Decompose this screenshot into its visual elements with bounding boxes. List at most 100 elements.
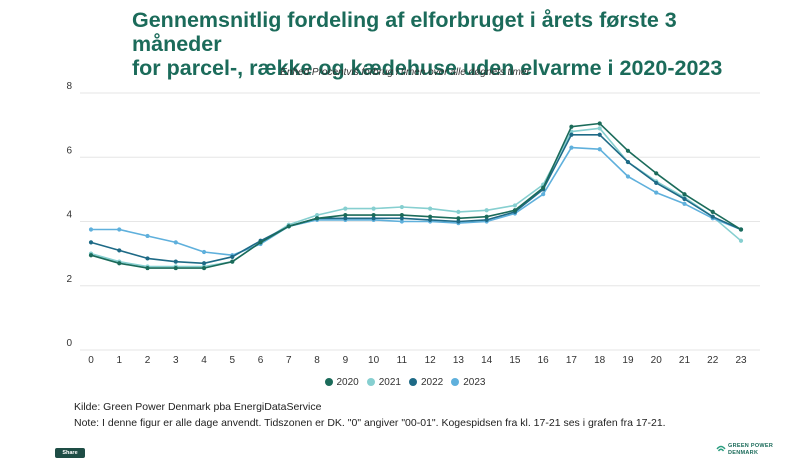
y-tick-label: 0	[66, 338, 72, 349]
data-point-2023	[117, 227, 122, 232]
data-point-2020	[173, 265, 178, 271]
series-line-2023	[91, 146, 742, 256]
data-point-2022	[710, 214, 715, 219]
data-point-2022	[484, 217, 489, 222]
legend-item-2022[interactable]: 2022	[409, 377, 443, 388]
data-point-2022	[173, 259, 178, 264]
source-text: Kilde: Green Power Denmark pba EnergiDat…	[74, 401, 322, 413]
data-point-2020	[343, 212, 348, 218]
data-point-2020	[258, 240, 263, 245]
data-point-2021	[314, 212, 320, 218]
data-point-2022	[201, 261, 207, 266]
data-point-2023	[625, 174, 631, 179]
legend-marker-icon	[409, 378, 417, 386]
series-line-2022	[90, 134, 742, 265]
x-tick-label: 5	[230, 355, 236, 366]
x-tick-label: 20	[651, 355, 663, 366]
chart-subtitle: Enhed:Procentvis forbrug i timen over al…	[280, 67, 530, 78]
x-tick-label: 19	[622, 355, 634, 366]
data-point-2022	[230, 254, 235, 259]
legend-marker-icon	[324, 378, 333, 386]
data-point-2022	[88, 240, 94, 245]
data-point-2022	[569, 132, 574, 137]
legend-label: 2021	[378, 377, 401, 388]
data-point-2023	[654, 190, 659, 195]
data-point-2023	[201, 249, 207, 255]
legend-item-2021[interactable]: 2021	[366, 377, 401, 388]
x-tick-label: 6	[258, 355, 264, 366]
data-point-2020	[201, 265, 207, 271]
data-point-2020	[145, 265, 150, 271]
share-button[interactable]: Share	[55, 448, 85, 458]
legend-marker-icon	[451, 378, 460, 386]
data-point-2021	[484, 208, 489, 213]
x-tick-label: 12	[425, 355, 437, 366]
data-point-2021	[428, 206, 433, 211]
data-point-2021	[399, 204, 404, 210]
data-point-2020	[230, 259, 235, 264]
data-point-2021	[738, 238, 744, 243]
legend-marker-icon	[366, 378, 375, 386]
x-tick-label: 3	[173, 355, 179, 366]
brand-line-2: DENMARK	[728, 450, 759, 456]
chart-title: Gennemsnitlig fordeling af elforbruget i…	[132, 8, 772, 80]
legend-item-2020[interactable]: 2020	[324, 377, 359, 388]
brand-mark-icon	[716, 445, 726, 452]
y-tick-label: 2	[66, 274, 72, 285]
data-point-2021	[597, 126, 602, 131]
chart-legend: 2020 2021 2022 2023	[0, 377, 800, 388]
data-point-2022	[428, 217, 433, 222]
data-point-2021	[343, 206, 348, 211]
data-point-2020	[541, 185, 546, 190]
data-point-2022	[456, 219, 461, 224]
data-point-2022	[399, 216, 404, 221]
brand-line-1: GREEN POWER	[728, 443, 774, 449]
data-point-2023	[541, 192, 546, 197]
y-tick-label: 6	[66, 145, 72, 156]
data-point-2020	[512, 208, 518, 213]
x-tick-label: 0	[88, 355, 94, 366]
data-point-2022	[625, 159, 631, 165]
series-line-2020	[90, 122, 742, 269]
data-point-2020	[625, 148, 631, 153]
series-line-2021	[90, 127, 742, 268]
x-tick-label: 8	[314, 355, 320, 366]
data-point-2023	[145, 233, 150, 239]
data-point-2020	[286, 224, 291, 229]
data-point-2022	[343, 216, 348, 221]
data-point-2020	[88, 253, 94, 258]
note-text: Note: I denne figur er alle dage anvendt…	[74, 417, 666, 429]
data-point-2020	[654, 171, 659, 176]
x-tick-label: 13	[453, 355, 465, 366]
data-point-2020	[484, 214, 489, 219]
x-tick-label: 16	[538, 355, 550, 366]
data-point-2021	[512, 203, 518, 208]
data-point-2023	[569, 145, 574, 150]
y-tick-label: 4	[66, 210, 72, 221]
data-point-2020	[456, 216, 461, 221]
x-tick-label: 18	[594, 355, 606, 366]
data-point-2023	[399, 219, 404, 224]
legend-label: 2023	[463, 377, 486, 388]
x-tick-label: 22	[707, 355, 719, 366]
data-point-2022	[145, 256, 150, 261]
x-tick-label: 2	[145, 355, 151, 366]
x-tick-label: 21	[679, 355, 691, 366]
legend-item-2023[interactable]: 2023	[451, 377, 486, 388]
data-point-2023	[597, 147, 602, 152]
data-point-2020	[399, 212, 404, 218]
data-point-2020	[371, 212, 376, 218]
x-tick-label: 9	[343, 355, 349, 366]
data-point-2022	[682, 196, 687, 202]
x-tick-label: 7	[286, 355, 292, 366]
data-point-2020	[117, 261, 122, 266]
x-tick-label: 4	[201, 355, 207, 366]
brand-text: GREEN POWER DENMARK	[728, 443, 773, 457]
data-point-2020	[682, 192, 687, 197]
data-point-2020	[569, 124, 574, 129]
data-point-2022	[654, 180, 659, 186]
data-point-2021	[371, 206, 376, 211]
data-point-2020	[597, 121, 602, 126]
x-tick-label: 14	[481, 355, 493, 366]
